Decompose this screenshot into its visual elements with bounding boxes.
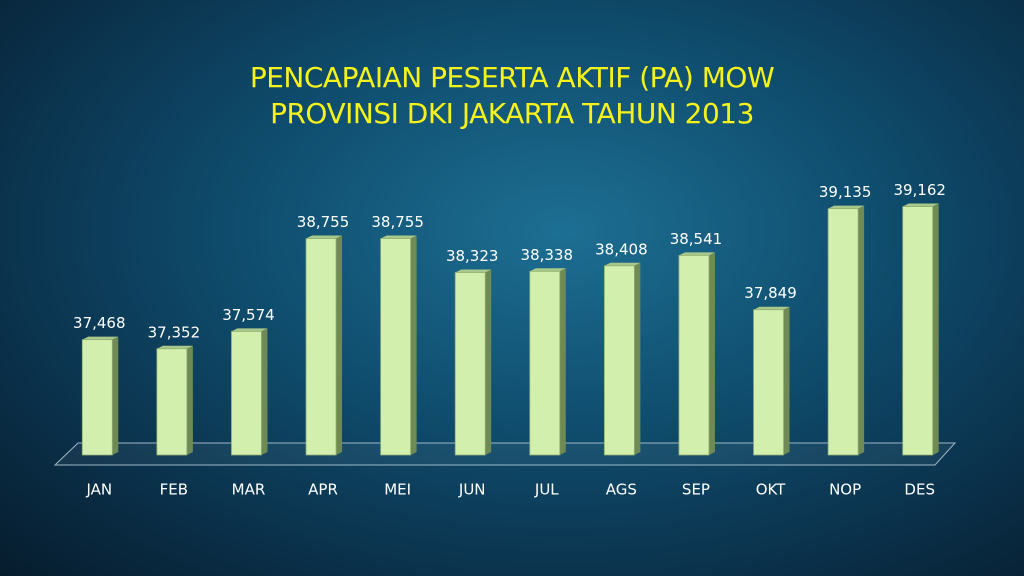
bar — [231, 330, 262, 456]
x-tick-label: MEI — [384, 481, 411, 499]
value-label: 38,408 — [595, 240, 648, 258]
bar-top — [902, 203, 939, 207]
chart-title: PENCAPAIAN PESERTA AKTIF (PA) MOW PROVIN… — [249, 61, 775, 130]
bar — [454, 272, 486, 456]
bar-side — [708, 252, 715, 455]
bar-top — [604, 262, 641, 266]
bar — [603, 265, 635, 456]
bar — [902, 206, 934, 456]
bar-top — [306, 235, 343, 239]
value-label: 37,574 — [222, 306, 275, 324]
bar-top — [753, 306, 790, 310]
bar-side — [783, 306, 790, 455]
bar-side — [112, 336, 119, 455]
bar — [81, 339, 113, 456]
value-label: 38,338 — [521, 246, 574, 264]
x-tick-label: JUL — [534, 481, 559, 499]
value-label: 38,541 — [670, 230, 723, 248]
value-label: 38,755 — [371, 213, 424, 231]
bar-side — [485, 269, 492, 455]
value-label: 39,162 — [893, 181, 946, 199]
bar-top — [82, 336, 119, 340]
value-label: 39,135 — [819, 183, 872, 201]
bar-top — [529, 268, 566, 272]
bar — [678, 254, 710, 456]
bar — [529, 270, 561, 456]
bar-top — [380, 235, 417, 239]
x-tick-label: DES — [904, 481, 935, 499]
value-label: 37,352 — [148, 323, 201, 341]
bar-top — [231, 328, 268, 332]
x-tick-label: OKT — [756, 481, 786, 499]
bar — [753, 309, 784, 456]
x-tick-label: MAR — [232, 481, 266, 499]
bar-top — [828, 205, 865, 209]
value-label: 38,323 — [446, 247, 499, 265]
x-tick-label: JUN — [458, 481, 486, 499]
bar-side — [634, 262, 641, 455]
bar-top — [678, 252, 715, 256]
bar-side — [261, 328, 268, 455]
bar-side — [858, 205, 865, 455]
value-label: 38,755 — [297, 213, 350, 231]
floor — [53, 442, 957, 466]
bar-top — [455, 269, 492, 273]
value-label: 37,468 — [73, 314, 126, 332]
x-tick-label: SEP — [682, 481, 710, 499]
bar-side — [186, 345, 193, 455]
x-tick-label: NOP — [829, 481, 861, 499]
bar-side — [559, 268, 566, 455]
x-tick-label: FEB — [160, 481, 188, 499]
value-label: 37,849 — [744, 284, 797, 302]
x-tick-label: JAN — [85, 481, 112, 499]
x-tick-label: AGS — [606, 481, 637, 499]
bar-side — [932, 203, 939, 455]
bar-top — [156, 345, 193, 349]
bar-side — [336, 235, 343, 455]
bar — [305, 238, 337, 456]
x-tick-label: APR — [308, 481, 338, 499]
bar — [380, 238, 412, 456]
bar-side — [410, 235, 417, 455]
bar — [156, 348, 188, 456]
bar — [827, 208, 859, 456]
